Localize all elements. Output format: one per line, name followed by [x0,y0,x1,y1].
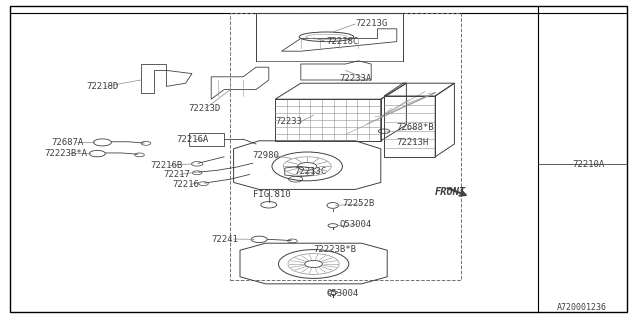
Bar [384,96,435,157]
Text: FIG.810: FIG.810 [253,190,291,199]
Text: 72252B: 72252B [342,199,374,208]
Text: 72213C: 72213C [294,167,326,176]
Text: Q53004: Q53004 [326,289,358,298]
Text: 72218D: 72218D [86,82,118,91]
Text: 72216A: 72216A [176,135,208,144]
Text: 72980: 72980 [253,151,280,160]
Text: Q53004: Q53004 [339,220,371,229]
Text: 72223B*B: 72223B*B [314,245,356,254]
Text: 72233: 72233 [275,117,302,126]
Text: 72216: 72216 [173,180,200,189]
Text: 72687A: 72687A [51,138,83,147]
Text: 72213G: 72213G [355,20,387,28]
Text: 72241: 72241 [211,235,238,244]
Text: 72217: 72217 [163,170,190,179]
Text: 72688*B: 72688*B [397,124,435,132]
Text: 72233A: 72233A [339,74,371,83]
Text: 72213H: 72213H [397,138,429,147]
Text: 72213D: 72213D [189,104,221,113]
Text: 72210A: 72210A [573,160,605,169]
Text: 72223B*A: 72223B*A [45,149,88,158]
Text: 72216B: 72216B [150,161,182,170]
Text: 72218C: 72218C [326,37,358,46]
Bar [230,13,461,280]
Bar [189,133,224,146]
Bar [275,99,381,141]
Text: A720001236: A720001236 [557,303,607,312]
Text: FRONT: FRONT [435,187,467,197]
